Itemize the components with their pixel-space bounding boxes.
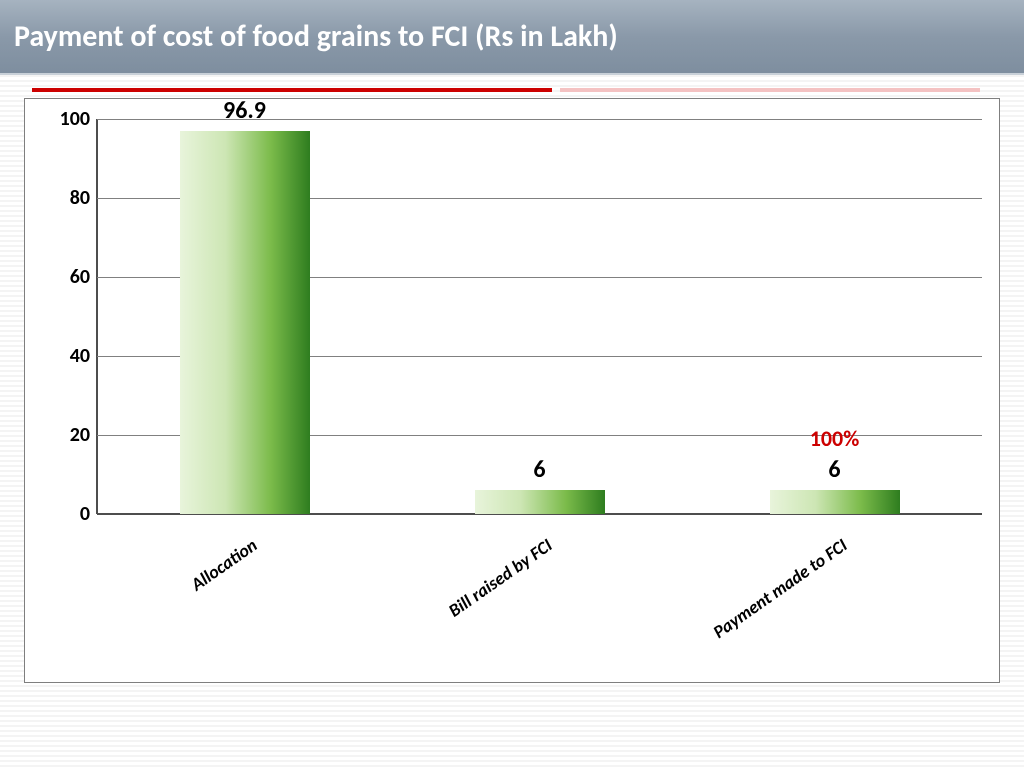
category-label: Bill raised by FCI xyxy=(379,534,555,667)
ytick-label: 100 xyxy=(30,107,90,131)
bar-value-label: 6 xyxy=(440,455,640,484)
ytick-label: 60 xyxy=(30,265,90,289)
category-label: Payment made to FCI xyxy=(674,534,850,667)
page-title: Payment of cost of food grains to FCI (R… xyxy=(14,18,618,55)
bar-value-label: 96.9 xyxy=(145,96,345,125)
bar xyxy=(475,490,605,514)
ytick-label: 80 xyxy=(30,186,90,210)
plot-area: 02040608010096.9Allocation6Bill raised b… xyxy=(97,119,982,514)
y-axis xyxy=(96,119,98,514)
accent-bar-left xyxy=(32,88,552,92)
category-label: Allocation xyxy=(84,534,260,667)
ytick-label: 40 xyxy=(30,344,90,368)
ytick-label: 0 xyxy=(30,502,90,526)
accent-bar-right xyxy=(560,88,980,92)
bar-value-label: 6 xyxy=(735,455,935,484)
bar xyxy=(770,490,900,514)
ytick-label: 20 xyxy=(30,423,90,447)
bar xyxy=(180,131,310,514)
title-bar: Payment of cost of food grains to FCI (R… xyxy=(0,0,1024,75)
chart-container: 0 20 40 60 80 100 96.9 Allocation 6 Bill raised b… xyxy=(24,98,1000,683)
bar-extra-label: 100% xyxy=(735,425,935,452)
